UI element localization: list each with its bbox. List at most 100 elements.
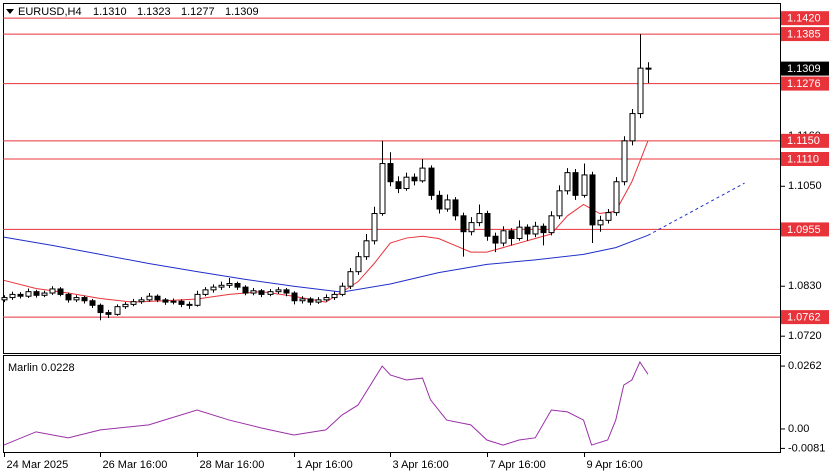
header-high: 1.1323 [137,6,171,18]
candle-body [218,284,225,288]
indicator-pane-frame [3,355,781,453]
candle-body [114,306,121,315]
candle-body [122,303,129,308]
y-tick-label: 1.0830 [788,280,822,292]
candle-body [17,293,24,297]
candle-body [371,213,378,242]
level-label-box [781,152,829,167]
candle-body [291,292,298,302]
candle-body [387,163,394,183]
candle-body [307,298,314,303]
candle-body [267,291,274,295]
candle-body [41,292,48,296]
candle-body [105,312,112,315]
level-label-box [781,27,829,42]
level-label-box [781,133,829,148]
candle-body [452,199,459,217]
header-open: 1.1310 [93,6,127,18]
candle-body [436,194,443,210]
x-tick-label: 28 Mar 16:00 [200,459,265,471]
candle-body [315,299,322,303]
x-tick-label: 1 Apr 16:00 [297,459,353,471]
candle-body [226,282,233,286]
level-label: 1.1110 [787,153,819,165]
candle-body [428,167,435,196]
candle-body [25,291,32,297]
candle-body [81,297,88,302]
level-label-box [781,222,829,237]
candle-body [178,300,185,305]
y-tick-label: 1.0720 [788,330,822,342]
candle-body [146,295,153,301]
candle-body [564,172,571,192]
indicator-title: Marlin 0.0228 [8,362,75,374]
x-tick-label: 26 Mar 16:00 [103,459,168,471]
candle-body [258,290,265,295]
level-label: 1.0762 [787,312,821,324]
candle-body [532,225,539,235]
candle-body [355,256,362,273]
y-tick-label: 0.0262 [788,360,822,372]
candle-body [629,113,636,142]
candle-body [347,271,354,287]
candle-body [234,282,241,288]
x-tick-label: 7 Apr 16:00 [490,459,546,471]
menu-triangle[interactable] [6,9,14,14]
level-label: 1.1276 [787,78,821,90]
candle-body [484,213,491,237]
x-tick-label: 3 Apr 16:00 [393,459,449,471]
symbol-title: EURUSD,H4 [18,6,82,18]
candle-body [33,291,40,296]
candle-body [556,190,563,217]
candle-body [637,67,644,115]
candle-body [97,304,104,314]
candle-body [210,286,217,291]
candle-body [411,176,418,182]
candle-body [516,226,523,240]
candle-body [1,297,8,301]
moving-average [647,182,745,236]
candle-body [419,167,426,182]
candle-body [65,293,72,301]
candle-body [130,301,137,305]
candle-body [524,226,531,235]
price-pane-frame [3,3,781,354]
candle-body [605,212,612,221]
candle-body [645,67,652,70]
y-tick-label: 0.00 [788,423,809,435]
candle-body [597,219,604,226]
candle-body [363,240,370,258]
indicator-line [3,360,649,446]
candle-body [186,303,193,306]
level-label: 1.1420 [787,13,821,25]
candle-body [444,199,451,210]
candle-body [275,289,282,293]
candle-body [460,215,467,233]
candle-body [613,181,620,214]
last-price-box [781,61,829,76]
candle-body [57,288,64,295]
candle-body [589,174,596,226]
candle-body [202,289,209,295]
candle-body [73,297,80,301]
header-low: 1.1277 [181,6,215,18]
candle-body [621,140,628,183]
candle-body [395,181,402,190]
candle-body [403,176,410,190]
candle-body [154,295,161,301]
candle-body [468,222,475,233]
header-close: 1.1309 [225,6,259,18]
candle-body [194,293,201,306]
candle-body [323,297,330,301]
candle-body [170,300,177,303]
level-label-box [781,76,829,91]
last-price-label: 1.1309 [787,63,821,75]
candle-body [540,225,547,234]
candle-body [339,285,346,295]
x-tick-label: 24 Mar 2025 [7,459,69,471]
level-label-box [781,11,829,26]
candle-body [331,293,338,299]
level-label-box [781,310,829,325]
